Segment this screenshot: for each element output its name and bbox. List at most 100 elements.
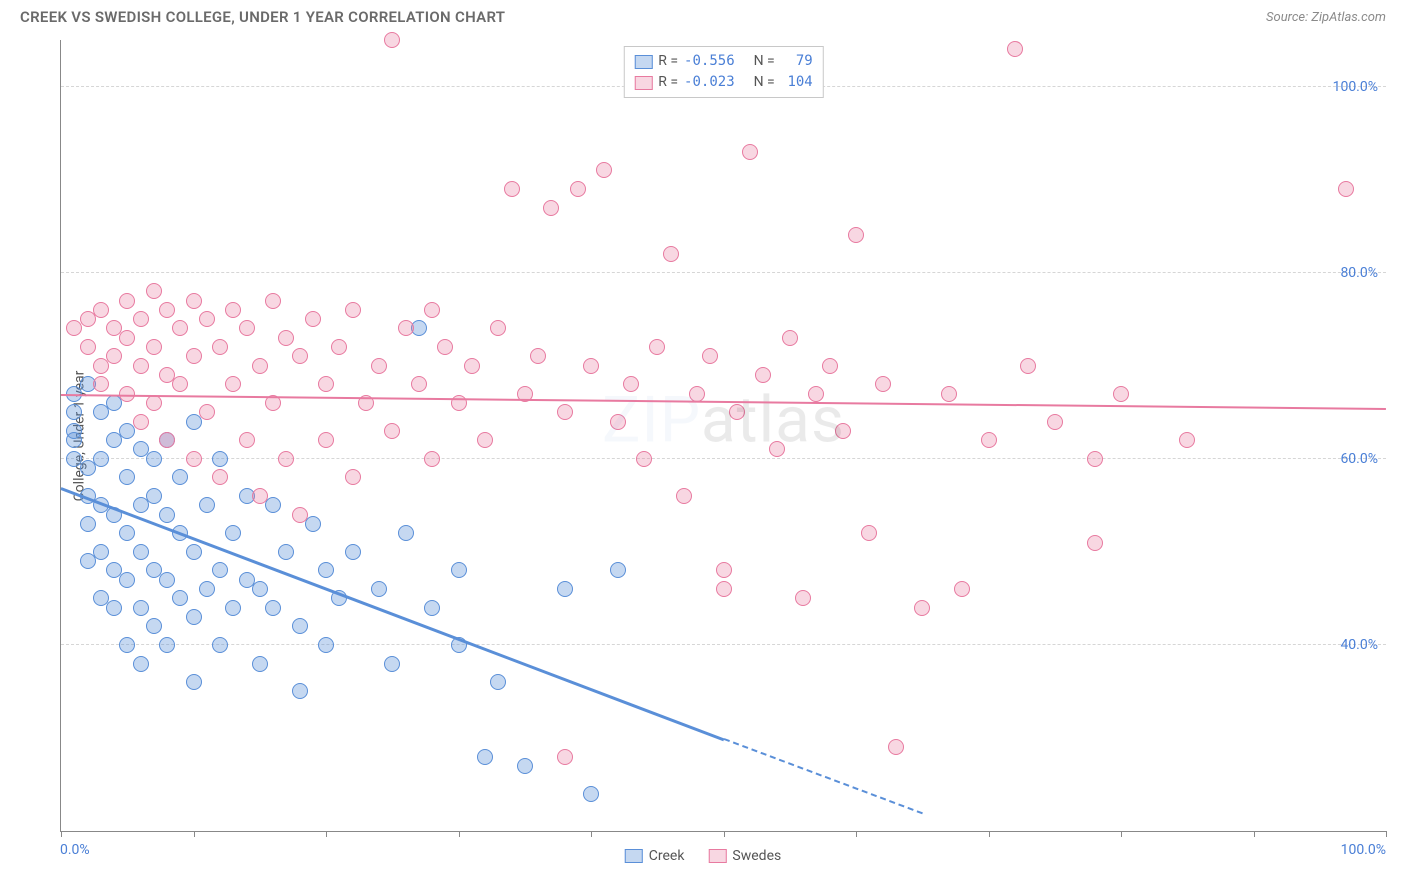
data-point	[186, 293, 202, 309]
data-point	[557, 404, 573, 420]
x-max-label: 100.0%	[1341, 842, 1386, 858]
y-tick-label: 100.0%	[1333, 79, 1378, 95]
data-point	[345, 544, 361, 560]
data-point	[795, 590, 811, 606]
data-point	[212, 637, 228, 653]
data-point	[199, 311, 215, 327]
r-label: R =	[658, 51, 678, 72]
data-point	[318, 376, 334, 392]
data-point	[278, 451, 294, 467]
data-point	[398, 525, 414, 541]
data-point	[371, 358, 387, 374]
data-point	[212, 339, 228, 355]
data-point	[490, 320, 506, 336]
data-point	[93, 451, 109, 467]
data-point	[119, 293, 135, 309]
data-point	[490, 674, 506, 690]
data-point	[93, 376, 109, 392]
scatter-plot: ZIPatlas R = -0.556 N = 79 R = -0.023 N …	[60, 40, 1386, 832]
x-tick	[591, 831, 592, 837]
data-point	[186, 544, 202, 560]
data-point	[225, 525, 241, 541]
data-point	[424, 451, 440, 467]
data-point	[119, 637, 135, 653]
legend-item-creek: Creek	[625, 848, 685, 864]
data-point	[557, 581, 573, 597]
gridline	[61, 458, 1386, 459]
x-tick	[1386, 831, 1387, 837]
data-point	[172, 376, 188, 392]
data-point	[252, 488, 268, 504]
legend-row-swedes: R = -0.023 N = 104	[634, 72, 812, 93]
x-tick	[61, 831, 62, 837]
chart-container: College, Under 1 year ZIPatlas R = -0.55…	[20, 40, 1386, 832]
data-point	[119, 330, 135, 346]
correlation-legend: R = -0.556 N = 79 R = -0.023 N = 104	[623, 46, 823, 98]
legend-row-creek: R = -0.556 N = 79	[634, 51, 812, 72]
data-point	[80, 516, 96, 532]
data-point	[954, 581, 970, 597]
x-tick	[194, 831, 195, 837]
data-point	[186, 609, 202, 625]
data-point	[663, 246, 679, 262]
data-point	[199, 581, 215, 597]
data-point	[305, 516, 321, 532]
data-point	[252, 358, 268, 374]
data-point	[345, 469, 361, 485]
data-point	[146, 618, 162, 634]
data-point	[265, 600, 281, 616]
data-point	[265, 497, 281, 513]
data-point	[517, 758, 533, 774]
legend-label-creek: Creek	[649, 848, 685, 864]
data-point	[782, 330, 798, 346]
data-point	[384, 423, 400, 439]
data-point	[106, 348, 122, 364]
n-label: N =	[754, 51, 775, 72]
data-point	[1113, 386, 1129, 402]
data-point	[119, 525, 135, 541]
series-legend: Creek Swedes	[625, 848, 781, 864]
n-label: N =	[754, 72, 775, 93]
data-point	[1179, 432, 1195, 448]
data-point	[424, 302, 440, 318]
data-point	[1020, 358, 1036, 374]
data-point	[557, 749, 573, 765]
data-point	[159, 572, 175, 588]
data-point	[742, 144, 758, 160]
data-point	[861, 525, 877, 541]
data-point	[318, 432, 334, 448]
r-value-creek: -0.556	[684, 51, 735, 72]
data-point	[623, 376, 639, 392]
data-point	[292, 348, 308, 364]
chart-title: CREEK VS SWEDISH COLLEGE, UNDER 1 YEAR C…	[20, 8, 505, 26]
data-point	[822, 358, 838, 374]
legend-item-swedes: Swedes	[708, 848, 781, 864]
y-tick-label: 40.0%	[1340, 637, 1378, 653]
data-point	[252, 581, 268, 597]
data-point	[504, 181, 520, 197]
gridline	[61, 272, 1386, 273]
data-point	[649, 339, 665, 355]
data-point	[93, 544, 109, 560]
data-point	[133, 656, 149, 672]
data-point	[716, 581, 732, 597]
data-point	[1047, 414, 1063, 430]
data-point	[1007, 41, 1023, 57]
data-point	[146, 451, 162, 467]
n-value-creek: 79	[781, 51, 813, 72]
data-point	[93, 302, 109, 318]
data-point	[265, 293, 281, 309]
data-point	[596, 162, 612, 178]
y-tick-label: 60.0%	[1340, 451, 1378, 467]
data-point	[729, 404, 745, 420]
data-point	[888, 739, 904, 755]
x-tick	[856, 831, 857, 837]
data-point	[914, 600, 930, 616]
data-point	[119, 469, 135, 485]
data-point	[199, 404, 215, 420]
data-point	[384, 656, 400, 672]
data-point	[278, 330, 294, 346]
data-point	[292, 507, 308, 523]
r-label: R =	[658, 72, 678, 93]
data-point	[225, 302, 241, 318]
